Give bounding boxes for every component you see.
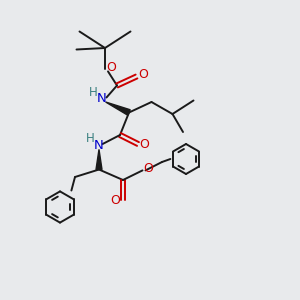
Text: O: O	[107, 61, 116, 74]
Text: N: N	[97, 92, 107, 106]
Polygon shape	[96, 149, 102, 170]
Text: N: N	[94, 139, 104, 152]
Text: O: O	[111, 194, 120, 208]
Text: H: H	[85, 132, 94, 145]
Text: O: O	[144, 162, 153, 176]
Polygon shape	[106, 102, 130, 115]
Text: O: O	[138, 68, 148, 81]
Text: H: H	[88, 85, 98, 99]
Text: O: O	[140, 137, 149, 151]
